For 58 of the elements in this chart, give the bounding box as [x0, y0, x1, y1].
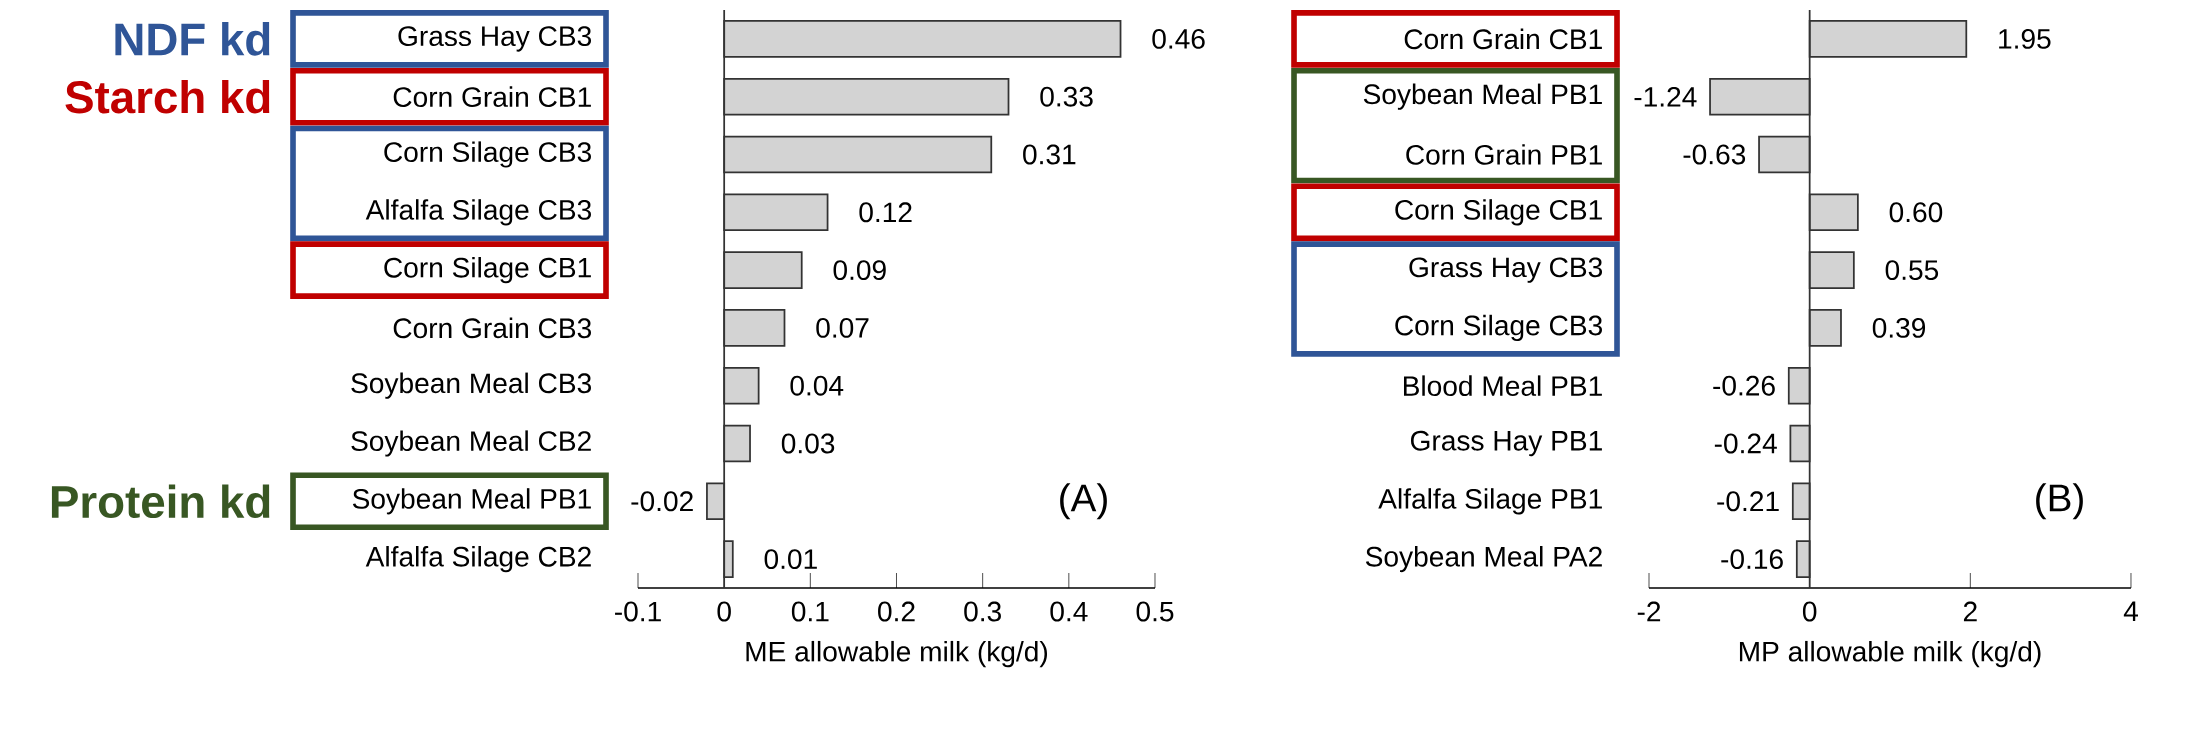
- x-tick-label: -2: [1637, 601, 1661, 622]
- data-label: 0.01: [764, 549, 817, 570]
- annotation: (A): [1060, 483, 1107, 520]
- x-tick-label: 0.3: [964, 601, 1001, 622]
- text: NDF kd: [115, 22, 270, 56]
- y-tick-label: Corn Grain CB1: [1404, 28, 1602, 50]
- y-tick-label: Grass Hay CB3: [1409, 257, 1603, 283]
- data-label: -0.24: [1714, 433, 1777, 454]
- y-tick-label: Blood Meal PB1: [1403, 375, 1602, 397]
- y-tick-label: Corn Grain CB3: [393, 317, 592, 339]
- data-label: 0.07: [816, 317, 869, 338]
- x-tick-label: 4: [2123, 601, 2138, 621]
- y-tick-label: Soybean Meal CB3: [351, 372, 591, 399]
- data-label: 0.39: [1872, 317, 1926, 338]
- data-label: 0.12: [859, 202, 912, 223]
- y-tick-label: Soybean Meal CB2: [351, 430, 591, 457]
- x-axis-title: ME allowable milk (kg/d): [746, 640, 1048, 668]
- x-tick-label: 0: [717, 601, 731, 622]
- y-tick-label: Corn Grain CB1: [393, 86, 591, 108]
- y-tick-label: Alfalfa Silage PB1: [1378, 488, 1602, 515]
- text: Starch kd: [65, 79, 270, 114]
- x-tick-label: 0: [1802, 601, 1817, 622]
- data-label: 0.03: [781, 433, 835, 454]
- y-tick-label: Corn Grain PB1: [1406, 144, 1602, 165]
- data-label: 1.95: [1999, 28, 2051, 49]
- y-tick-label: Alfalfa Silage CB2: [365, 545, 591, 573]
- data-label: 0.04: [790, 375, 844, 396]
- y-tick-label: Alfalfa Silage CB3: [365, 199, 591, 226]
- x-axis-title: MP allowable milk (kg/d): [1739, 640, 2041, 668]
- y-tick-label: Corn Silage CB1: [384, 256, 591, 284]
- x-tick-label: -0.1: [615, 601, 661, 622]
- y-tick-label: Soybean Meal PB1: [352, 488, 591, 515]
- y-tick-label: Corn Silage CB3: [384, 141, 591, 168]
- data-label: -0.16: [1721, 549, 1783, 570]
- y-tick-label: Grass Hay CB3: [398, 26, 592, 52]
- y-tick-label: Soybean Meal PB1: [1363, 83, 1602, 110]
- data-label: 0.60: [1889, 202, 1943, 223]
- data-label: -0.26: [1713, 375, 1775, 396]
- x-tick-label: 0.5: [1136, 601, 1174, 622]
- data-label: -0.02: [631, 491, 693, 512]
- data-label: 0.31: [1023, 144, 1076, 165]
- x-tick-label: 0.1: [791, 601, 829, 622]
- data-label: 0.46: [1152, 28, 1205, 49]
- data-label: 0.33: [1040, 86, 1093, 107]
- annotation: (B): [2036, 483, 2083, 520]
- y-tick-label: Corn Silage CB3: [1395, 314, 1602, 342]
- data-label: 0.09: [833, 260, 886, 281]
- data-label: -0.63: [1683, 144, 1746, 165]
- text: Protein kd: [51, 484, 270, 519]
- data-label: -1.24: [1634, 86, 1697, 107]
- x-tick-label: 0.4: [1050, 601, 1088, 622]
- data-label: 0.55: [1885, 260, 1939, 281]
- data-label: -0.21: [1717, 491, 1779, 512]
- y-tick-label: Corn Silage CB1: [1395, 199, 1602, 226]
- x-tick-label: 2: [1963, 601, 1977, 622]
- x-tick-label: 0.2: [878, 601, 915, 622]
- y-tick-label: Soybean Meal PA2: [1365, 545, 1602, 573]
- y-tick-label: Grass Hay PB1: [1410, 430, 1602, 457]
